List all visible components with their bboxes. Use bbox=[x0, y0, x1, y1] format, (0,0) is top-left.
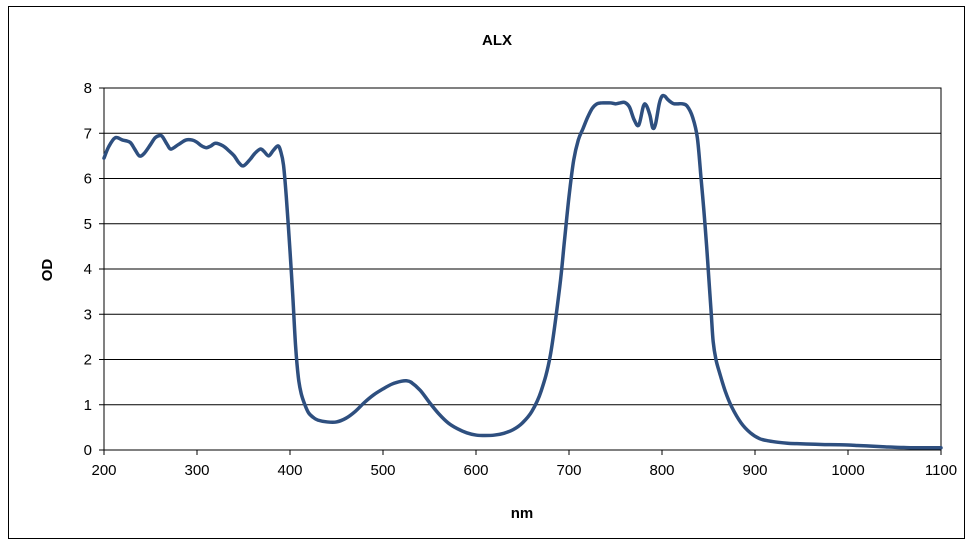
y-tick-label: 7 bbox=[84, 125, 92, 142]
x-tick-label: 900 bbox=[742, 462, 767, 479]
x-tick-label: 1000 bbox=[831, 462, 864, 479]
x-axis-ticks: 200 300 400 500 600 700 800 900 1000 1100 bbox=[91, 450, 957, 479]
x-tick-label: 400 bbox=[277, 462, 302, 479]
y-tick-label: 2 bbox=[84, 352, 92, 369]
x-tick-label: 200 bbox=[91, 462, 116, 479]
x-tick-label: 600 bbox=[463, 462, 488, 479]
od-series-line bbox=[102, 93, 943, 450]
x-axis-label: nm bbox=[511, 505, 534, 522]
y-axis-label: OD bbox=[39, 259, 56, 282]
chart-title: ALX bbox=[482, 32, 512, 49]
y-tick-label: 8 bbox=[84, 80, 92, 97]
y-tick-label: 4 bbox=[84, 261, 92, 278]
x-tick-label: 1100 bbox=[925, 462, 957, 479]
x-tick-label: 800 bbox=[649, 462, 674, 479]
y-tick-label: 3 bbox=[84, 306, 92, 323]
y-axis-ticks: 0 1 2 3 4 5 6 7 8 bbox=[84, 80, 104, 459]
y-tick-label: 5 bbox=[84, 216, 92, 233]
y-tick-label: 6 bbox=[84, 171, 92, 188]
y-tick-label: 1 bbox=[84, 397, 92, 414]
y-tick-label: 0 bbox=[84, 442, 92, 459]
x-tick-label: 500 bbox=[370, 462, 395, 479]
x-tick-label: 300 bbox=[184, 462, 209, 479]
grid-lines bbox=[104, 87, 941, 451]
x-tick-label: 700 bbox=[556, 462, 581, 479]
